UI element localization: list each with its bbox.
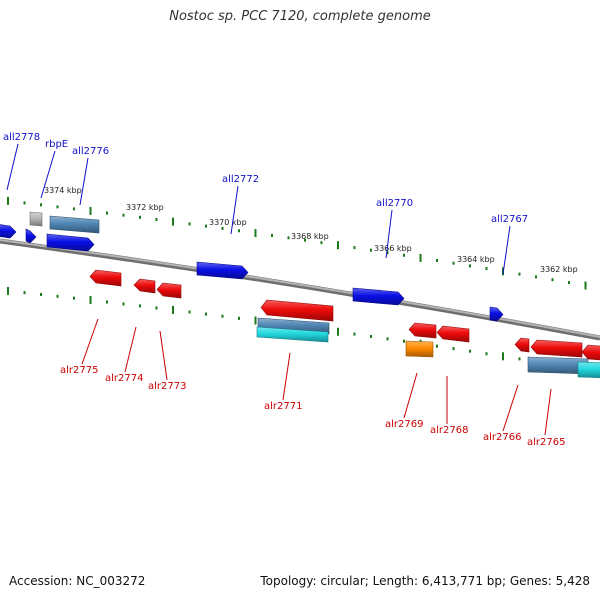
kbp-label: 3362 kbp xyxy=(540,265,578,274)
gene-feature[interactable] xyxy=(530,339,583,358)
gene-label-alr2774[interactable]: alr2774 xyxy=(105,373,143,384)
kbp-label: 3366 kbp xyxy=(374,244,412,253)
kbp-labels: 3374 kbp 3372 kbp 3370 kbp 3368 kbp 3366 kbp… xyxy=(44,186,578,274)
gene-label-alr2766[interactable]: alr2766 xyxy=(483,432,521,443)
kbp-label: 3372 kbp xyxy=(126,203,164,212)
gene-label-alr2769[interactable]: alr2769 xyxy=(385,419,423,430)
kbp-label: 3374 kbp xyxy=(44,186,82,195)
leader-line xyxy=(81,318,99,365)
genome-stats-label: Topology: circular; Length: 6,413,771 bp… xyxy=(260,574,590,588)
gene-feature[interactable] xyxy=(352,287,405,306)
leader-line xyxy=(79,157,89,206)
gene-label-all2770[interactable]: all2770 xyxy=(376,198,413,209)
gene-label-all2776[interactable]: all2776 xyxy=(72,146,109,157)
genome-title: Nostoc sp. PCC 7120, complete genome xyxy=(169,9,431,24)
gene-label-all2778[interactable]: all2778 xyxy=(3,132,40,143)
leader-line xyxy=(403,372,418,419)
gene-feature[interactable] xyxy=(489,306,504,322)
gene-feature[interactable] xyxy=(25,228,37,244)
gene-feature[interactable] xyxy=(436,325,470,343)
leader-line xyxy=(502,225,511,275)
gene-feature[interactable] xyxy=(514,337,530,353)
leader-line xyxy=(124,326,137,373)
gene-label-alr2768[interactable]: alr2768 xyxy=(430,425,468,436)
gene-feature[interactable] xyxy=(260,299,334,322)
label-leader-lines xyxy=(6,143,552,436)
leader-line xyxy=(282,352,291,401)
gene-feature[interactable] xyxy=(46,233,95,252)
gene-label-all2772[interactable]: all2772 xyxy=(222,174,259,185)
gene-feature[interactable] xyxy=(133,278,156,294)
leader-line xyxy=(159,330,168,381)
gene-label-rbpE[interactable]: rbpE xyxy=(45,139,68,150)
gene-feature[interactable] xyxy=(408,322,437,339)
leader-line xyxy=(544,388,552,436)
gene-feature[interactable] xyxy=(577,361,600,379)
gene-feature[interactable] xyxy=(89,269,122,287)
kbp-label: 3368 kbp xyxy=(291,232,329,241)
leader-line xyxy=(6,143,19,191)
leader-line xyxy=(502,384,519,432)
kbp-label: 3370 kbp xyxy=(209,218,247,227)
gene-feature[interactable] xyxy=(581,344,600,361)
scale-ticks-top xyxy=(7,196,587,290)
gene-feature[interactable] xyxy=(256,326,329,343)
gene-label-alr2775[interactable]: alr2775 xyxy=(60,365,98,376)
genome-backbone xyxy=(0,238,600,341)
gene-features xyxy=(0,211,600,379)
gene-label-alr2773[interactable]: alr2773 xyxy=(148,381,186,392)
gene-feature[interactable] xyxy=(405,340,434,358)
accession-label: Accession: NC_003272 xyxy=(9,574,146,588)
gene-feature[interactable] xyxy=(156,282,182,299)
leader-line xyxy=(230,185,239,235)
gene-feature[interactable] xyxy=(196,261,249,280)
leader-line xyxy=(385,209,393,259)
kbp-label: 3364 kbp xyxy=(457,255,495,264)
gene-label-all2767[interactable]: all2767 xyxy=(491,214,528,225)
gene-labels: all2778 rbpE all2776 all2772 all2770 all2767 a… xyxy=(3,132,565,448)
gene-feature[interactable] xyxy=(49,215,100,234)
gene-label-alr2765[interactable]: alr2765 xyxy=(527,437,565,448)
gene-feature[interactable] xyxy=(0,224,17,239)
gene-label-alr2771[interactable]: alr2771 xyxy=(264,401,302,412)
leader-line xyxy=(40,150,56,199)
gene-feature[interactable] xyxy=(29,211,43,227)
